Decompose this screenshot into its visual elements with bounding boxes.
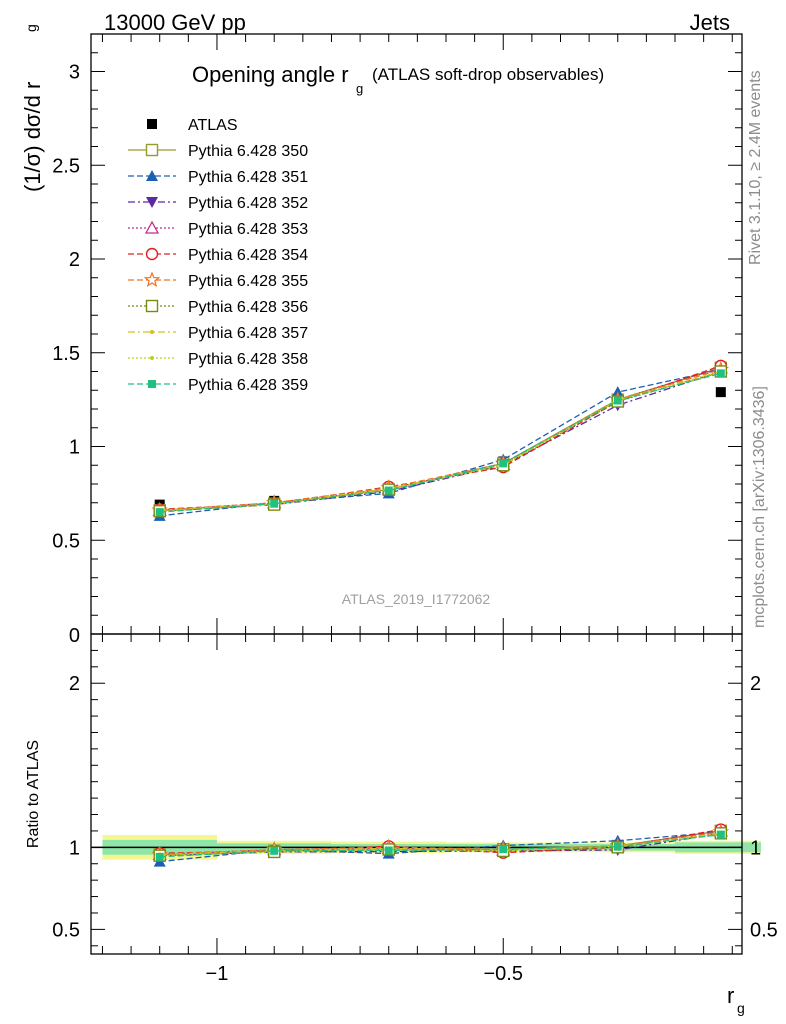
ratio-series-point	[270, 846, 279, 855]
legend-marker	[143, 271, 161, 288]
series-point	[155, 508, 164, 517]
series-point	[716, 369, 725, 378]
legend-entry-8: Pythia 6.428 357	[128, 325, 308, 342]
ratio-y-tick-label-left: 2	[69, 673, 80, 695]
legend-marker	[144, 220, 160, 234]
atlas-data-point	[715, 387, 726, 398]
ratio-series-line	[159, 831, 721, 856]
legend-marker	[146, 197, 158, 208]
legend-marker	[147, 119, 157, 129]
main-axes: 0.5 1 1.5 2 2.5 3	[52, 34, 742, 634]
ratio-y-axis-label: Ratio to ATLAS	[25, 740, 42, 848]
main-y-tick-label: 0.5	[52, 530, 80, 552]
ratio-plot-frame	[90, 633, 743, 955]
main-y-tick-label: 2	[69, 249, 80, 271]
plot-title-note: (ATLAS soft-drop observables)	[372, 65, 604, 84]
ratio-series-point	[716, 830, 725, 839]
ratio-series-point	[155, 852, 164, 861]
legend-label: Pythia 6.428 354	[188, 247, 308, 264]
legend: ATLAS Pythia 6.428 350 Pythia 6.428 351 Pyt…	[128, 117, 308, 394]
process-label: Jets	[690, 10, 730, 35]
ratio-y-tick-label-right: 1	[750, 837, 761, 859]
legend-label: Pythia 6.428 356	[188, 299, 308, 316]
energy-label: 13000 GeV pp	[104, 10, 246, 35]
series-point	[613, 396, 622, 405]
ratio-series-10	[155, 830, 725, 861]
legend-label: Pythia 6.428 357	[188, 325, 308, 342]
legend-entry-4: Pythia 6.428 353	[128, 220, 308, 238]
legend-entry-6: Pythia 6.428 355	[128, 271, 308, 290]
plot-title-subscript: g	[356, 81, 363, 96]
x-tick-label: −0.5	[484, 963, 523, 985]
plot-title-main: Opening angle r	[192, 62, 349, 87]
ratio-series-layer	[151, 823, 730, 867]
x-axis-label-subscript: g	[737, 1000, 745, 1016]
series-point	[270, 499, 279, 508]
x-axis-label: r g	[727, 983, 745, 1016]
x-axis-label-text: r	[727, 983, 734, 1008]
main-y-tick-label: 3	[69, 62, 80, 84]
ratio-y-tick-label-right: 0.5	[750, 919, 778, 941]
main-y-tick-label: 2.5	[52, 155, 80, 177]
legend-label: Pythia 6.428 352	[188, 195, 308, 212]
ratio-y-tick-label-right: 2	[750, 673, 761, 695]
legend-marker	[145, 247, 159, 261]
ratio-axes: −1 −0.5 0.5 0.5 1 1 2 2	[52, 634, 778, 985]
ratio-series-point	[613, 842, 622, 851]
rivet-version-label: Rivet 3.1.10, ≥ 2.4M events	[747, 70, 764, 265]
atlas-data-points	[154, 387, 726, 510]
legend-entry-3: Pythia 6.428 352	[128, 195, 308, 212]
main-y-tick-label: 1.5	[52, 343, 80, 365]
ratio-y-tick-label-left: 1	[69, 837, 80, 859]
legend-entry-2: Pythia 6.428 351	[128, 169, 308, 186]
legend-entry-atlas: ATLAS	[147, 117, 238, 134]
mcplots-label: mcplots.cern.ch [arXiv:1306.3436]	[751, 386, 768, 628]
main-y-axis-label-subscript: g	[23, 24, 39, 32]
ratio-series-line	[159, 832, 721, 857]
legend-entry-7: Pythia 6.428 356	[128, 299, 308, 316]
legend-label: Pythia 6.428 351	[188, 169, 308, 186]
main-y-axis-label-text: (1/σ) dσ/d r	[20, 82, 45, 192]
legend-entry-9: Pythia 6.428 358	[128, 351, 308, 368]
analysis-id-label: ATLAS_2019_I1772062	[342, 591, 491, 607]
legend-marker	[145, 143, 159, 157]
legend-entry-10: Pythia 6.428 359	[128, 377, 308, 394]
legend-marker	[146, 170, 158, 181]
legend-marker	[148, 380, 156, 388]
legend-marker	[150, 356, 154, 360]
series-line	[159, 372, 721, 513]
plot-title: Opening angle r g (ATLAS soft-drop obser…	[192, 62, 604, 96]
legend-entry-1: Pythia 6.428 350	[128, 143, 308, 160]
legend-label: ATLAS	[188, 117, 238, 134]
series-point	[499, 459, 508, 468]
legend-label: Pythia 6.428 355	[188, 273, 308, 290]
main-y-zero-label: 0	[69, 625, 80, 647]
ratio-series-line	[159, 833, 721, 858]
series-point	[384, 486, 393, 495]
x-tick-label: −1	[206, 963, 229, 985]
legend-label: Pythia 6.428 358	[188, 351, 308, 368]
ratio-series-point	[384, 846, 393, 855]
legend-label: Pythia 6.428 353	[188, 221, 308, 238]
series-10	[155, 369, 725, 517]
legend-marker	[150, 330, 154, 334]
main-y-axis-label: (1/σ) dσ/d r g	[20, 24, 45, 192]
legend-label: Pythia 6.428 350	[188, 143, 308, 160]
ratio-y-tick-label-left: 0.5	[52, 919, 80, 941]
legend-marker	[145, 299, 159, 313]
main-y-tick-label: 1	[69, 437, 80, 459]
main-series-layer	[151, 359, 730, 521]
legend-label: Pythia 6.428 359	[188, 377, 308, 394]
ratio-series-point	[499, 845, 508, 854]
legend-entry-5: Pythia 6.428 354	[128, 247, 308, 264]
